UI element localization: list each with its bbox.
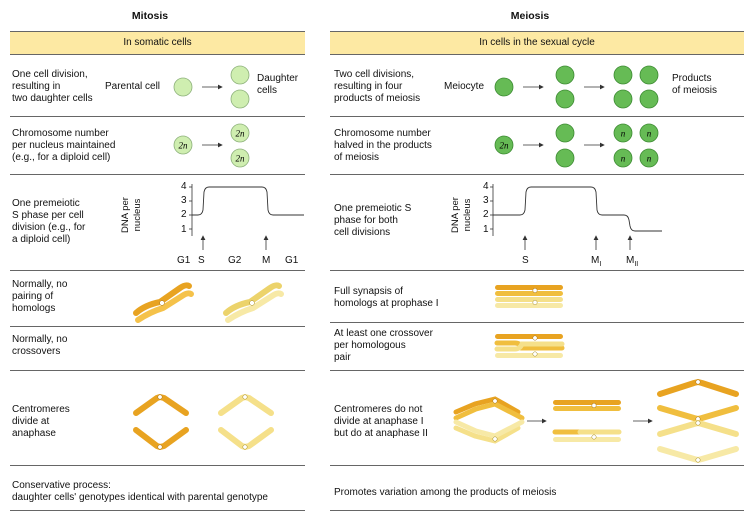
- mei-xlabel-m2: MII: [626, 255, 639, 268]
- meiosis-product-1: [613, 65, 633, 85]
- mit-ytick-1: 1: [181, 224, 187, 235]
- mitosis-2n-label-bottom: 2n: [236, 154, 246, 164]
- mit-xlabel-s: S: [198, 255, 205, 266]
- meiosis-n-cell-3: [613, 148, 633, 168]
- mitosis-dna-graph: [189, 184, 304, 250]
- mit-xlabel-m: M: [262, 255, 271, 266]
- meiosis-after-anaphase-1: [552, 400, 622, 442]
- meiosis-dna-graph: [490, 184, 662, 250]
- meiosis-n-cell-4: [639, 148, 659, 168]
- mit-ytick-4: 4: [181, 181, 187, 192]
- meiosis-n-label-2: n: [647, 129, 652, 139]
- mei-ytick-1: 1: [483, 224, 489, 235]
- mit-xlabel-g1b: G1: [285, 255, 299, 266]
- meiosis-2-mid-bottom: [555, 148, 575, 168]
- mitosis-row-3: One premeiotic S phase per cell division…: [12, 198, 86, 245]
- parental-cell-label: Parental cell: [105, 81, 161, 92]
- meiosis-row-4: Full synapsis of homologs at prophase I: [334, 286, 439, 309]
- daughter-cells-label: Daughter cells: [257, 73, 299, 96]
- mitosis-anaphase-light: [218, 394, 274, 450]
- meiosis-n-label-1: n: [621, 129, 626, 139]
- meiosis-2n-label: 2n: [500, 141, 510, 151]
- mei-xlabel-s: S: [522, 255, 529, 266]
- mitosis-2n-label-top: 2n: [236, 129, 246, 139]
- meiosis-n-label-3: n: [621, 154, 626, 164]
- mitosis-row-1: One cell division, resulting in two daug…: [12, 69, 93, 104]
- mitosis-dna-line: [192, 186, 304, 216]
- meiosis-crossover: [494, 334, 565, 358]
- meiosis-band: In cells in the sexual cycle: [330, 31, 744, 55]
- meiosis-2-mid-top: [555, 123, 575, 143]
- meiosis-row-2: Chromosome number halved in the products…: [334, 128, 432, 163]
- mei-ytick-3: 3: [483, 195, 489, 206]
- mit-ytick-3: 3: [181, 195, 187, 206]
- mit-xlabel-g2: G2: [228, 255, 242, 266]
- mitosis-title: Mitosis: [131, 10, 169, 22]
- meiosis-n-cell-1: [613, 123, 633, 143]
- mit-ytick-2: 2: [181, 209, 187, 220]
- meiosis-row-5: At least one crossover per homologous pa…: [334, 328, 433, 363]
- mei-ytick-4: 4: [483, 181, 489, 192]
- meiocyte-label: Meiocyte: [444, 81, 485, 92]
- mitosis-row-7: Conservative process: daughter cells' ge…: [12, 480, 268, 503]
- daughter-cell-top: [230, 65, 250, 85]
- mitosis-row-5: Normally, no crossovers: [12, 334, 68, 357]
- meiosis-title: Meiosis: [510, 10, 550, 22]
- mitosis-2n-daughter-top: [230, 123, 250, 143]
- mitosis-row-6: Centromeres divide at anaphase: [12, 404, 70, 439]
- mitosis-row-2: Chromosome number per nucleus maintained…: [12, 128, 116, 163]
- daughter-cell-bottom: [230, 89, 250, 109]
- meiocyte: [494, 77, 514, 97]
- meiosis-anaphase-1: [453, 396, 525, 444]
- mitosis-anaphase-dark: [133, 394, 189, 450]
- mit-xlabel-g1a: G1: [177, 255, 191, 266]
- meiosis-product-4: [639, 89, 659, 109]
- mitosis-2n-label-parent: 2n: [179, 141, 189, 151]
- meiosis-div1-bottom: [555, 89, 575, 109]
- products-label: Products of meiosis: [672, 73, 718, 96]
- mitosis-2n-daughter-bottom: [230, 148, 250, 168]
- meiosis-row-7: Promotes variation among the products of…: [334, 487, 557, 498]
- meiosis-product-2: [639, 65, 659, 85]
- meiosis-2n-cell: [494, 135, 514, 155]
- mitosis-row-4: Normally, no pairing of homologs: [12, 279, 68, 314]
- meiosis-row-1: Two cell divisions, resulting in four pr…: [334, 69, 421, 104]
- meiosis-dna-line: [493, 186, 662, 232]
- meiosis-row-3: One premeiotic S phase for both cell div…: [334, 203, 412, 238]
- parental-cell: [173, 77, 193, 97]
- meiosis-row-6: Centromeres do not divide at anaphase I …: [334, 404, 428, 439]
- meiosis-n-cell-2: [639, 123, 659, 143]
- mitosis-band: In somatic cells: [10, 31, 305, 55]
- meiosis-synapsis: [495, 285, 563, 308]
- mitosis-unpaired-homologs-dark: [133, 282, 194, 323]
- meiosis-div1-top: [555, 65, 575, 85]
- mei-xlabel-m1: MI: [591, 255, 602, 268]
- meiosis-n-label-4: n: [647, 154, 652, 164]
- mitosis-2n-parent: [173, 135, 193, 155]
- mei-ytick-2: 2: [483, 209, 489, 220]
- meiosis-anaphase-2: [657, 379, 739, 463]
- mitosis-unpaired-homologs-light: [223, 282, 284, 323]
- meiosis-product-3: [613, 89, 633, 109]
